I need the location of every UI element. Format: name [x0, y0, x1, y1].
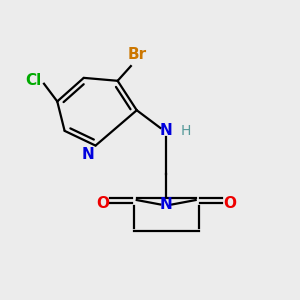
Text: N: N: [160, 123, 172, 138]
Text: H: H: [180, 124, 190, 138]
Text: O: O: [223, 196, 236, 211]
Text: O: O: [96, 196, 110, 211]
Text: N: N: [81, 147, 94, 162]
Text: Br: Br: [127, 47, 146, 62]
Text: N: N: [160, 197, 172, 212]
Text: Cl: Cl: [26, 73, 42, 88]
